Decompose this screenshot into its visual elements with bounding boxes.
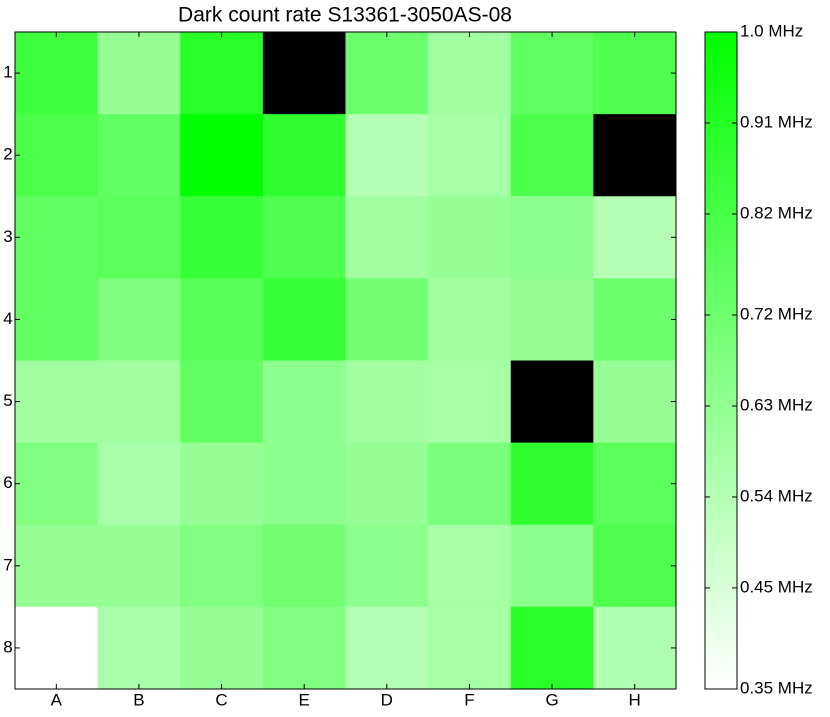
colorbar <box>704 31 738 690</box>
heatmap-cell <box>180 442 264 526</box>
heatmap-cell <box>97 524 181 608</box>
heatmap-cell <box>428 32 512 115</box>
heatmap-cell <box>593 278 677 361</box>
heatmap-cell <box>97 114 181 197</box>
y-tick-label: 5 <box>3 391 12 410</box>
heatmap-cell <box>97 360 181 444</box>
heatmap-cell <box>345 442 429 526</box>
heatmap-cell <box>15 606 99 690</box>
colorbar-tick-label: 0.63 MHz <box>740 395 813 414</box>
heatmap-cell <box>262 278 346 361</box>
heatmap-cell <box>510 32 594 115</box>
y-tick-label: 3 <box>3 227 12 246</box>
heatmap-cell <box>345 360 429 444</box>
heatmap-cell <box>97 32 181 115</box>
colorbar-tick-label: 0.45 MHz <box>740 577 813 596</box>
heatmap-cell <box>428 114 512 197</box>
heatmap-cell <box>428 278 512 361</box>
heatmap-cell <box>180 278 264 361</box>
heatmap-cell <box>15 442 99 526</box>
heatmap-cell <box>428 196 512 279</box>
y-tick-label: 7 <box>3 555 12 574</box>
heatmap-cell <box>510 442 594 526</box>
heatmap-cell <box>180 196 264 279</box>
heatmap-cell <box>15 32 99 115</box>
heatmap-cell <box>15 360 99 444</box>
y-tick-label: 1 <box>3 63 12 82</box>
y-tick-label: 6 <box>3 473 12 492</box>
heatmap-cell <box>428 524 512 608</box>
heatmap-cell <box>97 278 181 361</box>
heatmap-cell <box>262 114 346 197</box>
x-tick-label: C <box>215 690 227 709</box>
heatmap-cell <box>510 524 594 608</box>
heatmap-cell <box>15 196 99 279</box>
heatmap-cell <box>593 606 677 690</box>
heatmap-cell <box>15 114 99 197</box>
heatmap-cell <box>593 196 677 279</box>
plot-frame <box>14 31 677 690</box>
heatmap-cell <box>180 114 264 197</box>
colorbar-tick-label: 1.0 MHz <box>740 21 803 40</box>
heatmap-cell <box>180 360 264 444</box>
heatmap-cell <box>180 32 264 115</box>
y-tick-label: 4 <box>3 309 12 328</box>
heatmap-cell <box>262 442 346 526</box>
heatmap-cell <box>180 606 264 690</box>
colorbar-tick-label: 0.35 MHz <box>740 678 813 697</box>
heatmap-cell <box>345 114 429 197</box>
x-tick-label: G <box>545 690 558 709</box>
heatmap-cell <box>262 524 346 608</box>
heatmap-cell <box>593 32 677 115</box>
heatmap-cell <box>510 278 594 361</box>
heatmap-cell <box>180 524 264 608</box>
heatmap-cell <box>345 32 429 115</box>
colorbar-tick-label: 0.82 MHz <box>740 203 813 222</box>
heatmap-cell <box>428 360 512 444</box>
missing-cell <box>593 114 677 197</box>
heatmap-cell <box>262 606 346 690</box>
colorbar-tick-label: 0.91 MHz <box>740 112 813 131</box>
missing-cell <box>262 32 346 115</box>
heatmap-cell <box>262 196 346 279</box>
heatmap-cell <box>345 606 429 690</box>
heatmap-cell <box>510 196 594 279</box>
colorbar-tick-label: 0.54 MHz <box>740 486 813 505</box>
x-tick-label: B <box>133 690 144 709</box>
heatmap-cell <box>510 606 594 690</box>
heatmap-cell <box>428 606 512 690</box>
heatmap-cell <box>428 442 512 526</box>
heatmap-cell <box>262 360 346 444</box>
x-tick-label: F <box>464 690 474 709</box>
heatmap-cell <box>345 278 429 361</box>
colorbar-tick-label: 0.72 MHz <box>740 304 813 323</box>
heatmap-cell <box>97 442 181 526</box>
heatmap-cell <box>345 196 429 279</box>
heatmap-cell <box>15 278 99 361</box>
chart-title: Dark count rate S13361-3050AS-08 <box>178 4 512 27</box>
x-tick-label: E <box>299 690 310 709</box>
heatmap-cell <box>510 114 594 197</box>
y-tick-label: 8 <box>3 637 12 656</box>
missing-cell <box>510 360 594 444</box>
heatmap-cell <box>593 442 677 526</box>
heatmap-cell <box>593 360 677 444</box>
y-tick-label: 2 <box>3 145 12 164</box>
heatmap-cell <box>15 524 99 608</box>
heatmap-cell <box>97 606 181 690</box>
x-tick-label: A <box>51 690 63 709</box>
x-tick-label: D <box>381 690 393 709</box>
x-tick-label: H <box>629 690 641 709</box>
heatmap-cell <box>345 524 429 608</box>
heatmap-cell <box>593 524 677 608</box>
heatmap-cell <box>97 196 181 279</box>
